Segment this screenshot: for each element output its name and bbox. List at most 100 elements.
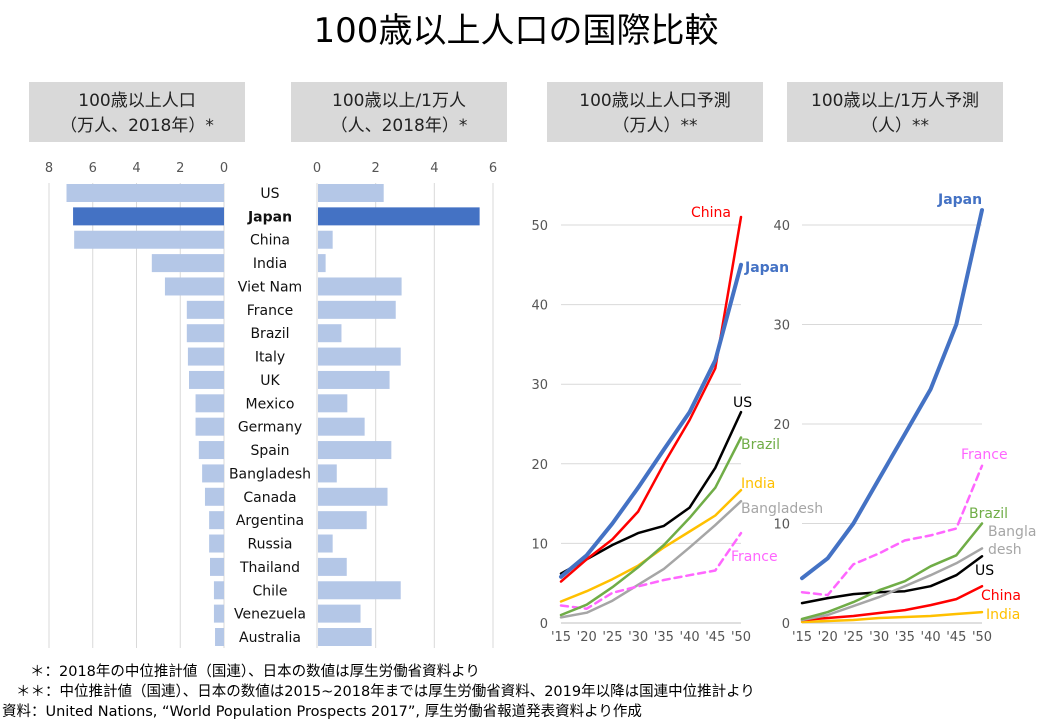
panel-header-line1: 100歳以上/1万人予測 (811, 91, 979, 111)
x-tick-label: '20 (818, 630, 838, 645)
bar-right-chile (318, 581, 401, 600)
bar-right-brazil (318, 324, 342, 343)
y-tick-label: 20 (531, 458, 548, 473)
country-label: Chile (252, 583, 287, 599)
panel-header-line1: 100歳以上人口 (78, 91, 195, 111)
country-label: France (247, 303, 294, 319)
bar-right-us (318, 184, 384, 202)
panel-header-box (291, 82, 507, 142)
footnote-1: ＊：2018年の中位推計値（国連）、日本の数値は厚生労働省資料より (30, 663, 480, 680)
series-label-brazil: Brazil (969, 506, 1008, 522)
panel-header-box (29, 82, 245, 142)
x-tick-right: 2 (372, 161, 380, 176)
country-label: Thailand (239, 560, 300, 576)
x-tick-label: '45 (946, 630, 966, 645)
x-tick-label: '15 (551, 630, 571, 645)
series-label-china: China (691, 205, 731, 221)
y-tick-label: 40 (773, 219, 790, 234)
bar-left-canada (204, 487, 224, 506)
bar-right-bangladesh (318, 464, 337, 483)
series-line-india (800, 610, 984, 624)
bar-left-italy (187, 347, 224, 366)
series-label-bangladesh: desh (988, 542, 1022, 558)
country-label: Argentina (236, 513, 304, 529)
line-charts: 0 10 20 30 40 50 '15 '20 '25 '30 '35 '40 '45 '50 India… (531, 192, 1036, 645)
panel-header-box (547, 82, 763, 142)
country-label: Mexico (246, 396, 295, 412)
series-label-france: France (961, 447, 1008, 463)
series-label-brazil: Brazil (741, 437, 780, 453)
x-tick-label: '40 (680, 630, 700, 645)
x-tick-left: 6 (89, 161, 97, 176)
bar-left-uk (189, 370, 224, 389)
series-line-japan (800, 208, 984, 581)
x-tick-label: '20 (577, 630, 597, 645)
series-label-japan: Japan (744, 260, 789, 276)
y-tick-label: 0 (782, 617, 790, 632)
series-label-us: US (975, 563, 994, 579)
series-label-us: US (733, 395, 752, 411)
bar-left-india (151, 254, 224, 273)
series-label-china: China (981, 588, 1021, 604)
x-tick-label: '25 (843, 630, 863, 645)
country-label: US (260, 186, 279, 202)
bar-left-argentina (209, 511, 224, 530)
bar-right-viet-nam (318, 277, 402, 296)
bar-left-australia (215, 628, 224, 646)
country-label: Bangladesh (229, 466, 311, 482)
bar-right-thailand (318, 557, 347, 576)
bar-right-italy (318, 347, 401, 366)
bar-left-mexico (195, 394, 224, 413)
bar-left-venezuela (213, 604, 224, 623)
country-label: Viet Nam (238, 279, 302, 295)
x-tick-label: '15 (792, 630, 812, 645)
y-tick-label: 20 (773, 418, 790, 433)
x-tick-right: 4 (430, 161, 438, 176)
bar-right-germany (318, 417, 365, 436)
country-label: Russia (247, 537, 292, 553)
bar-left-france (186, 300, 224, 319)
country-label: Germany (238, 420, 302, 436)
panel-header-line2: （人）** (861, 116, 929, 136)
series-line-japan (559, 262, 743, 579)
bar-right-venezuela (318, 604, 361, 623)
panel-header-line2: （万人）** (613, 116, 698, 136)
x-tick-left: 4 (132, 161, 140, 176)
bar-left-viet-nam (164, 277, 224, 296)
bar-left-brazil (186, 324, 224, 343)
series-label-france: France (731, 549, 778, 565)
series-line-india (559, 488, 743, 603)
x-tick-right: 6 (489, 161, 497, 176)
bar-right-russia (318, 534, 333, 553)
bar-right-argentina (318, 511, 367, 530)
series-label-japan: Japan (937, 192, 982, 208)
bar-right-france (318, 300, 396, 319)
y-tick-label: 10 (773, 518, 790, 533)
country-label: Spain (250, 443, 289, 459)
series-line-bangladesh (559, 499, 743, 619)
series-line-china (559, 215, 743, 583)
panel-header-line2: （万人、2018年）* (60, 116, 214, 136)
bar-left-china (74, 230, 224, 249)
y-tick-label: 40 (531, 299, 548, 314)
bar-left-chile (213, 581, 224, 600)
x-tick-label: '45 (705, 630, 725, 645)
x-tick-label: '35 (654, 630, 674, 645)
bar-left-us (66, 184, 224, 202)
series-line-us (559, 410, 743, 575)
x-tick-left: 0 (220, 161, 228, 176)
y-tick-label: 30 (531, 378, 548, 393)
footnotes: ＊：2018年の中位推計値（国連）、日本の数値は厚生労働省資料より ＊＊：中位推… (2, 663, 755, 720)
series-line-bangladesh (800, 547, 984, 622)
x-tick-label: '35 (895, 630, 915, 645)
series-line-france (559, 531, 743, 610)
panel-header-line1: 100歳以上/1万人 (332, 91, 466, 111)
y-tick-label: 30 (773, 319, 790, 334)
bar-left-japan (73, 207, 224, 226)
bar-charts: 8 6 4 2 0 0 2 4 6 US Japan China India Viet Nam France… (45, 161, 497, 648)
country-label: Japan (247, 209, 292, 225)
country-label: China (250, 233, 290, 249)
series-line-china (800, 584, 984, 622)
bar-left-bangladesh (202, 464, 224, 483)
